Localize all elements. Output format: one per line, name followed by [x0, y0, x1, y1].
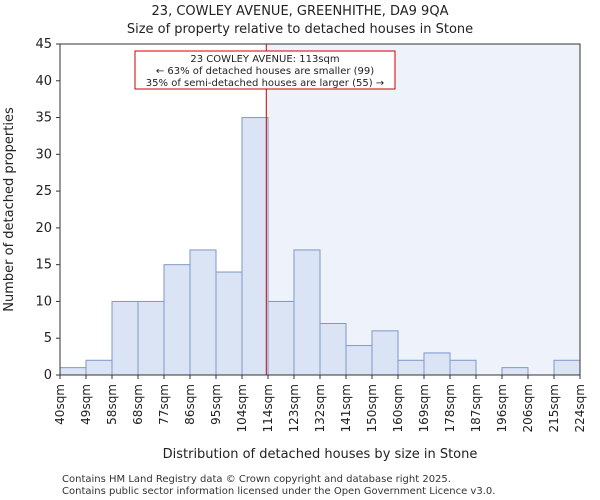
bar	[111, 300, 139, 376]
bar	[319, 323, 347, 376]
x-tick-label: 160sqm	[391, 384, 405, 432]
y-tick-label: 30	[35, 147, 52, 162]
bar	[137, 300, 165, 376]
x-tick-label: 68sqm	[131, 384, 145, 425]
x-tick-label: 206sqm	[521, 384, 535, 432]
chart-title: 23, COWLEY AVENUE, GREENHITHE, DA9 9QA	[151, 4, 449, 19]
bar	[85, 359, 113, 376]
y-tick-label: 45	[35, 37, 52, 52]
footer-line-1: Contains HM Land Registry data © Crown c…	[62, 474, 451, 485]
bar	[163, 264, 191, 376]
x-tick-label: 169sqm	[417, 384, 431, 432]
x-tick-label: 224sqm	[573, 384, 587, 432]
axes-group: 0 5 10 15 20 25 30 35 40 45 40sqm 49sqm 58sqm 68sqm 77…	[35, 37, 587, 432]
annotation-line-3: 35% of semi-detached houses are larger (…	[146, 78, 384, 89]
bar	[293, 249, 321, 376]
bar	[267, 300, 295, 376]
bar	[371, 330, 399, 376]
bar	[553, 359, 581, 376]
chart-subtitle: Size of property relative to detached ho…	[126, 22, 474, 37]
x-axis-label: Distribution of detached houses by size …	[163, 447, 478, 462]
bar	[501, 367, 529, 376]
x-tick-label: 49sqm	[79, 384, 93, 425]
x-tick-label: 114sqm	[261, 384, 275, 432]
bar	[449, 359, 477, 376]
bar	[397, 359, 425, 376]
x-tick-label: 123sqm	[287, 384, 301, 432]
annotation-line-2: ← 63% of detached houses are smaller (99…	[156, 66, 374, 77]
x-tick-label: 187sqm	[469, 384, 483, 432]
bar	[59, 367, 87, 376]
x-tick-label: 58sqm	[105, 384, 119, 425]
x-tick-label: 95sqm	[209, 384, 223, 425]
x-tick-label: 86sqm	[183, 384, 197, 425]
y-tick-label: 25	[35, 184, 52, 199]
annotation-line-1: 23 COWLEY AVENUE: 113sqm	[190, 54, 339, 65]
x-tick-label: 104sqm	[235, 384, 249, 432]
bar	[189, 249, 217, 376]
annotation-box: 23 COWLEY AVENUE: 113sqm ← 63% of detach…	[134, 50, 396, 90]
bar	[215, 271, 243, 376]
x-tick-label: 196sqm	[495, 384, 509, 432]
footer-line-2: Contains public sector information licen…	[62, 486, 496, 497]
bars-group	[59, 117, 581, 376]
x-tick-label: 215sqm	[547, 384, 561, 432]
y-tick-label: 0	[44, 368, 52, 383]
x-tick-label: 141sqm	[339, 384, 353, 432]
x-tick-label: 150sqm	[365, 384, 379, 432]
y-tick-label: 20	[35, 221, 52, 236]
y-tick-label: 5	[44, 331, 52, 346]
x-tick-label: 40sqm	[53, 384, 67, 425]
x-tick-label: 178sqm	[443, 384, 457, 432]
y-axis-label: Number of detached properties	[2, 107, 17, 312]
annotation-border	[134, 50, 396, 90]
x-tick-label: 132sqm	[313, 384, 327, 432]
y-tick-label: 15	[35, 258, 52, 273]
y-tick-label: 10	[35, 294, 52, 309]
x-tick-label: 77sqm	[157, 384, 171, 425]
bar	[241, 117, 269, 376]
bar	[423, 352, 451, 376]
y-tick-label: 35	[35, 111, 52, 126]
y-tick-label: 40	[35, 74, 52, 89]
bar	[345, 345, 373, 376]
